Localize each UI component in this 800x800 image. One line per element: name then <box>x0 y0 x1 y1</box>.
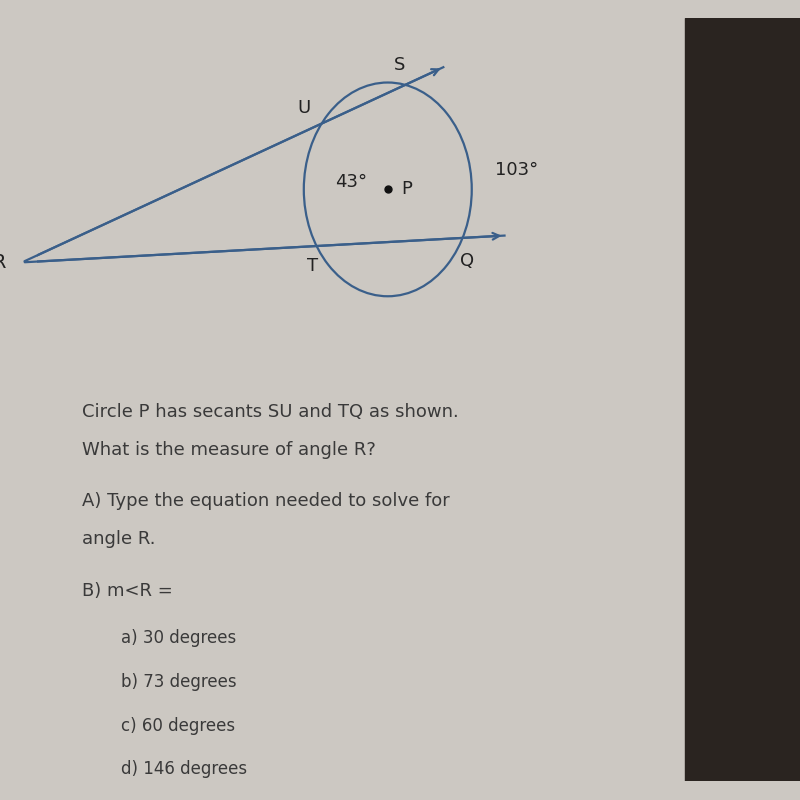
Text: Q: Q <box>460 252 474 270</box>
Text: a) 30 degrees: a) 30 degrees <box>121 630 236 647</box>
Text: d) 146 degrees: d) 146 degrees <box>121 760 246 778</box>
Text: c) 60 degrees: c) 60 degrees <box>121 717 234 734</box>
Text: b) 73 degrees: b) 73 degrees <box>121 673 236 691</box>
Text: What is the measure of angle R?: What is the measure of angle R? <box>82 441 376 459</box>
Text: B) m<R =: B) m<R = <box>82 582 173 600</box>
Text: T: T <box>307 257 318 275</box>
Text: A) Type the equation needed to solve for: A) Type the equation needed to solve for <box>82 493 450 510</box>
Text: 43°: 43° <box>335 173 367 190</box>
Text: 103°: 103° <box>494 162 538 179</box>
Text: angle R.: angle R. <box>82 530 156 548</box>
Text: R: R <box>0 253 6 272</box>
Text: P: P <box>402 180 412 198</box>
Text: S: S <box>394 56 405 74</box>
Text: U: U <box>298 98 310 117</box>
Text: Circle P has secants SU and TQ as shown.: Circle P has secants SU and TQ as shown. <box>82 403 459 421</box>
Bar <box>686 18 800 781</box>
